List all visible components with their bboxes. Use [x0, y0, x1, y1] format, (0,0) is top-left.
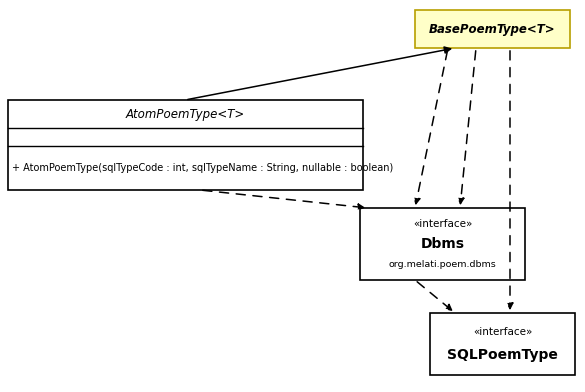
- Text: «interface»: «interface»: [413, 219, 472, 229]
- Bar: [415, 10, 570, 48]
- Text: + AtomPoemType(sqlTypeCode : int, sqlTypeName : String, nullable : boolean): + AtomPoemType(sqlTypeCode : int, sqlTyp…: [12, 163, 393, 173]
- Text: AtomPoemType<T>: AtomPoemType<T>: [126, 107, 245, 120]
- Text: SQLPoemType: SQLPoemType: [447, 348, 558, 362]
- Bar: [430, 313, 575, 375]
- Bar: [8, 100, 363, 190]
- Bar: [360, 208, 525, 280]
- Text: org.melati.poem.dbms: org.melati.poem.dbms: [388, 260, 497, 269]
- Text: Dbms: Dbms: [421, 237, 464, 251]
- Text: «interface»: «interface»: [473, 327, 532, 337]
- Text: BasePoemType<T>: BasePoemType<T>: [429, 22, 556, 36]
